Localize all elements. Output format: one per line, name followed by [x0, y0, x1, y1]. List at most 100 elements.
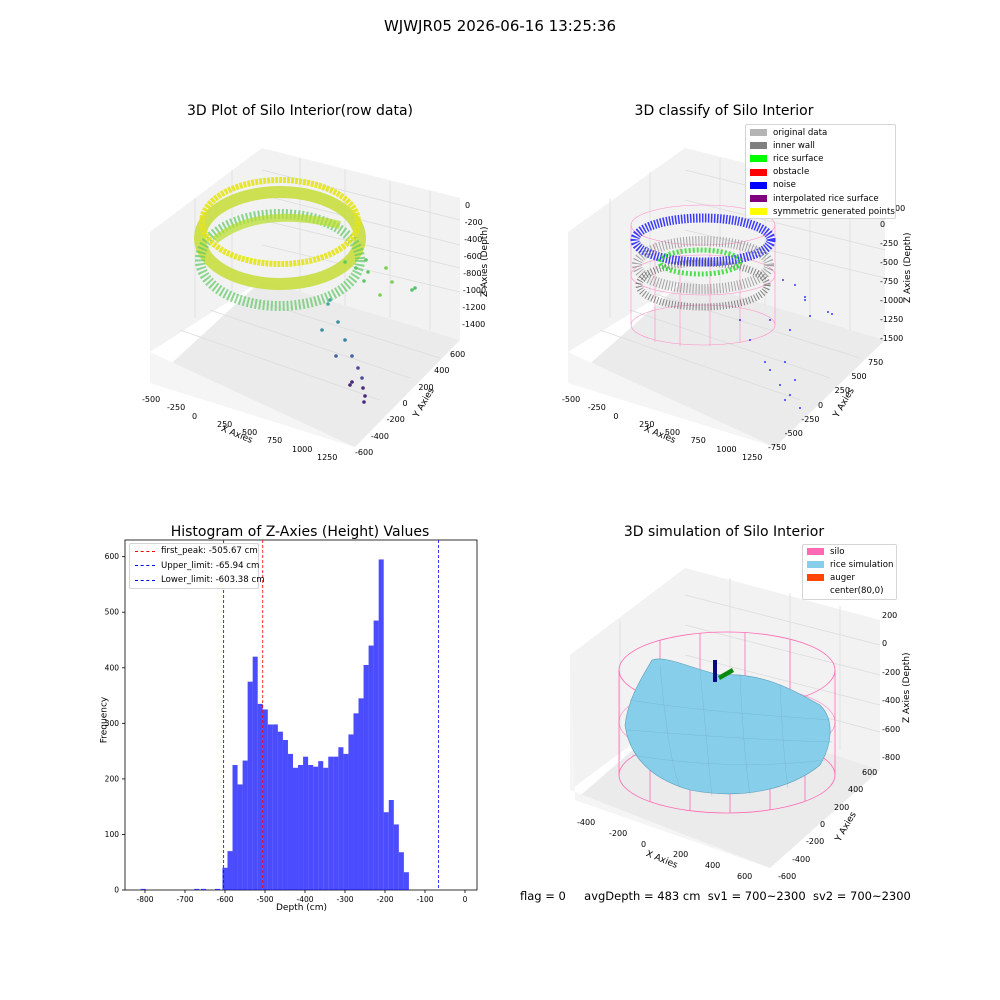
raw-scatter-point — [364, 258, 368, 262]
legend-label: first_peak: -505.67 cm — [161, 546, 258, 557]
y-tick-label: 300 — [105, 719, 120, 728]
classify-plot-title: 3D classify of Silo Interior — [634, 103, 814, 119]
raw-scatter-point — [336, 320, 340, 324]
simulation-legend: silo rice simulation auger center(80,0) — [802, 544, 897, 600]
histogram-bar — [257, 703, 263, 890]
histogram-bar — [242, 760, 248, 890]
legend-entry: rice simulation — [803, 558, 896, 571]
noise-point — [789, 394, 791, 396]
simulation-plot-title: 3D simulation of Silo Interior — [623, 524, 825, 540]
legend-label: auger — [830, 572, 855, 583]
histogram-bar — [282, 740, 288, 890]
histogram-bar — [237, 784, 243, 890]
x-tick-label: -400 — [296, 895, 313, 904]
legend-swatch — [750, 155, 767, 163]
histogram-bar — [232, 765, 238, 890]
legend-label: silo — [830, 546, 845, 557]
raw-scatter-point — [320, 328, 324, 332]
status-line: flag = 0 avgDepth = 483 cm sv1 = 700~230… — [520, 889, 911, 903]
x-tick-label: 0 — [463, 895, 468, 904]
raw-scatter-point — [348, 383, 352, 387]
noise-point — [739, 319, 741, 321]
noise-point — [749, 339, 751, 341]
noise-point — [769, 369, 771, 371]
raw-scatter-point — [366, 270, 370, 274]
noise-point — [804, 296, 806, 298]
x-tick-label: -600 — [216, 895, 233, 904]
simulation-rice-surface — [624, 658, 831, 795]
legend-swatch — [807, 561, 824, 569]
histogram-bar — [333, 756, 339, 890]
histogram-bar — [363, 665, 369, 890]
auger-icon — [713, 660, 734, 682]
classify-legend: original data inner wall rice surface obsta… — [745, 124, 896, 219]
sv2-text: sv2 = 700~2300 — [812, 889, 911, 903]
sv1-text: sv1 = 700~2300 — [707, 889, 806, 903]
legend-label: center(80,0) — [830, 586, 884, 597]
histogram-ticks: -800 -700 -600 -500 -400 -300 -200 -100 0 0 100 200… — [105, 552, 468, 904]
y-tick-label: 400 — [105, 663, 120, 672]
raw-scatter-point — [390, 280, 394, 284]
legend-swatch — [750, 142, 767, 150]
histogram-bar — [343, 753, 349, 890]
histogram-legend: first_peak: -505.67 cm Upper_limit: -65.9… — [129, 543, 265, 589]
raw-scatter-point — [361, 386, 365, 390]
noise-point — [831, 313, 833, 315]
histogram-bar — [272, 724, 278, 890]
histogram-bar — [277, 731, 283, 890]
legend-label: noise — [773, 180, 796, 191]
legend-entry: Lower_limit: -603.38 cm — [130, 573, 265, 588]
noise-point — [769, 319, 771, 321]
histogram-bar — [140, 888, 146, 890]
raw-scatter-point — [384, 266, 388, 270]
noise-point — [789, 329, 791, 331]
noise-point — [794, 284, 796, 286]
raw-scatter-point — [410, 288, 414, 292]
simulation-rice-mesh — [627, 664, 833, 797]
noise-point — [784, 399, 786, 401]
legend-label: interpolated rice surface — [773, 193, 879, 204]
raw-scatter-point — [362, 400, 366, 404]
raw-scatter-point — [334, 354, 338, 358]
raw-plot-title: 3D Plot of Silo Interior(row data) — [186, 103, 414, 119]
histogram-bar — [298, 765, 304, 890]
legend-entry: rice surface — [746, 152, 895, 165]
histogram-bars — [140, 559, 409, 890]
histogram-reference-lines — [223, 540, 440, 890]
legend-swatch — [750, 208, 767, 216]
y-tick-label: 200 — [105, 774, 120, 783]
legend-label: symmetric generated points — [773, 206, 895, 217]
raw-scatter-point — [328, 298, 332, 302]
figure-title: WJWJR05 2026-06-16 13:25:36 — [383, 17, 617, 35]
x-tick-label: -100 — [416, 895, 433, 904]
raw-scatter-point — [363, 394, 367, 398]
legend-swatch — [807, 574, 824, 582]
noise-point — [764, 361, 766, 363]
flag-text: flag = 0 — [520, 889, 566, 903]
histogram-bar — [328, 756, 334, 890]
histogram-bar — [383, 812, 389, 890]
histogram-bar — [393, 824, 399, 890]
raw-ring-points — [194, 177, 366, 311]
raw-scatter-point — [343, 260, 347, 264]
legend-label: obstacle — [773, 167, 810, 178]
legend-swatch — [750, 129, 767, 137]
histogram-bar — [222, 867, 228, 890]
legend-entry: Upper_limit: -65.94 cm — [130, 559, 259, 574]
legend-swatch — [807, 548, 824, 556]
histogram-bar — [388, 800, 394, 890]
noise-point — [782, 279, 784, 281]
noise-point — [809, 315, 811, 317]
x-tick-label: -700 — [176, 895, 193, 904]
histogram-bar — [252, 656, 258, 890]
x-tick-label: -200 — [376, 895, 393, 904]
histogram-bar — [348, 734, 354, 890]
histogram-bar — [378, 559, 384, 890]
histogram-bar — [267, 724, 273, 890]
histogram-bar — [338, 747, 344, 890]
histogram-bar — [308, 765, 314, 890]
legend-entry: original data — [746, 126, 895, 139]
histogram-bar — [227, 851, 233, 890]
